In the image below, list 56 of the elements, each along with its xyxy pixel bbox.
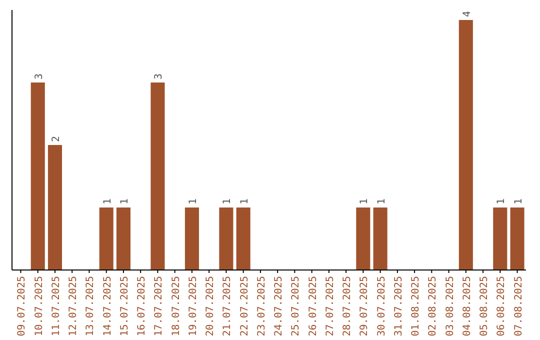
x-tick-label: 16.07.2025 [136,276,148,336]
data-label: 1 [239,198,250,204]
x-tick-label: 03.08.2025 [444,276,456,336]
bar [48,145,62,270]
data-label: 1 [222,198,234,204]
bar [458,20,473,270]
bar [219,208,234,270]
bar [373,208,388,270]
x-tick-label: 05.08.2025 [479,276,490,336]
x-tick-label: 14.07.2025 [102,276,114,336]
bar [493,208,508,270]
x-tick-label: 31.07.2025 [393,276,404,336]
data-label: 3 [154,73,165,80]
bar [116,208,130,270]
x-tick-label: 19.07.2025 [188,276,199,336]
x-tick-label: 22.07.2025 [239,276,250,336]
data-label: 1 [513,198,524,204]
bar [184,208,199,270]
x-tick-label: 15.07.2025 [119,276,130,336]
x-tick-label: 21.07.2025 [222,276,234,336]
x-tick-label: 06.08.2025 [496,276,508,336]
data-label: 1 [102,198,114,204]
bar [99,208,114,270]
x-tick-label: 23.07.2025 [256,276,268,336]
data-label: 4 [462,10,473,17]
bar [510,208,524,270]
x-tick-label: 01.08.2025 [410,276,422,336]
bar [236,208,250,270]
data-label: 1 [376,198,388,204]
x-tick-label: 28.07.2025 [342,276,354,336]
x-tick-label: 04.08.2025 [462,276,473,336]
x-tick-label: 27.07.2025 [324,276,336,336]
x-tick-label: 10.07.2025 [34,276,45,336]
x-tick-label: 29.07.2025 [359,276,370,336]
x-tick-label: 09.07.2025 [16,276,28,336]
x-tick-label: 26.07.2025 [308,276,319,336]
x-tick-label: 02.08.2025 [428,276,439,336]
x-tick-label: 25.07.2025 [290,276,302,336]
x-tick-label: 17.07.2025 [154,276,165,336]
data-label: 1 [496,198,508,204]
x-tick-label: 12.07.2025 [68,276,80,336]
data-label: 1 [119,198,130,204]
x-tick-label: 11.07.2025 [50,276,62,336]
x-tick-label: 07.08.2025 [513,276,524,336]
bar [30,82,45,270]
data-label: 3 [34,73,45,80]
x-tick-label: 30.07.2025 [376,276,388,336]
bar [356,208,370,270]
x-tick-label: 13.07.2025 [85,276,96,336]
data-label: 1 [188,198,199,204]
data-label: 2 [50,136,62,142]
data-label: 1 [359,198,370,204]
x-tick-label: 18.07.2025 [170,276,182,336]
bar [150,82,165,270]
x-tick-label: 24.07.2025 [274,276,285,336]
x-tick-label: 20.07.2025 [205,276,216,336]
